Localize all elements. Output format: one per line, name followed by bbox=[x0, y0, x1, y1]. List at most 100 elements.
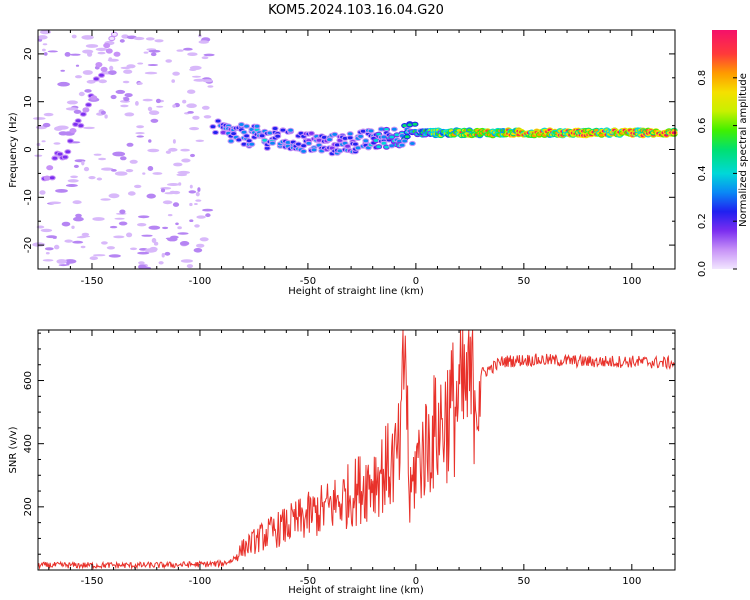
heatmap-ridge-core bbox=[44, 176, 50, 180]
heatmap-noise-speck bbox=[165, 150, 171, 154]
heatmap-noise-speck bbox=[158, 261, 164, 265]
heatmap-ridge-core bbox=[301, 149, 306, 153]
heatmap-noise-speck bbox=[178, 182, 182, 186]
heatmap-noise-speck bbox=[127, 191, 136, 196]
heatmap-ridge-core bbox=[376, 145, 382, 149]
heatmap-noise-speck bbox=[72, 240, 84, 244]
heatmap-blobs bbox=[32, 29, 678, 270]
snr-axes: -150 -100 -50 0 50 100 200 400 600 bbox=[23, 330, 676, 587]
snr-panel: -150 -100 -50 0 50 100 200 400 600 Height of str… bbox=[8, 329, 676, 596]
heatmap-ridge-core bbox=[404, 135, 410, 139]
heatmap-noise-speck bbox=[203, 115, 212, 119]
heatmap-ridge-core bbox=[337, 138, 343, 142]
heatmap-noise-speck bbox=[197, 187, 201, 192]
heatmap-noise-speck bbox=[130, 247, 137, 251]
heatmap-noise-speck bbox=[73, 164, 79, 168]
heatmap-ridge-core bbox=[270, 141, 275, 145]
heatmap-ridge-core bbox=[78, 124, 84, 128]
heatmap-ridge-core bbox=[309, 131, 314, 135]
heatmap-noise-speck bbox=[40, 228, 53, 233]
heatmap-ridge-core bbox=[109, 37, 115, 40]
heatmap-ridge-core bbox=[399, 143, 405, 147]
heatmap-ridge-core bbox=[49, 176, 55, 180]
heatmap-noise-speck bbox=[167, 214, 173, 217]
heatmap-noise-speck bbox=[78, 91, 85, 97]
heatmap-ridge-core bbox=[355, 146, 361, 150]
heatmap-noise-speck bbox=[150, 52, 157, 57]
heatmap-x-tick-label: 50 bbox=[517, 276, 530, 287]
heatmap-ridge-core bbox=[96, 63, 102, 67]
heatmap-noise-speck bbox=[82, 49, 94, 54]
heatmap-ridge-core bbox=[75, 119, 81, 123]
heatmap-noise-speck bbox=[114, 217, 125, 220]
heatmap-noise-speck bbox=[198, 40, 209, 44]
snr-x-tick-label: 100 bbox=[622, 576, 641, 587]
heatmap-x-tick-label: -100 bbox=[189, 276, 212, 287]
heatmap-noise-speck bbox=[142, 172, 146, 175]
heatmap-noise-speck bbox=[48, 201, 62, 205]
heatmap-ridge-core bbox=[358, 134, 363, 138]
heatmap-ridge-core bbox=[215, 119, 221, 123]
heatmap-ridge-core bbox=[353, 142, 358, 146]
heatmap-noise-speck bbox=[137, 251, 150, 255]
heatmap-ridge-core bbox=[254, 124, 260, 128]
heatmap-ridge-core bbox=[80, 112, 86, 116]
heatmap-noise-speck bbox=[80, 245, 86, 249]
heatmap-noise-speck bbox=[141, 234, 153, 237]
heatmap-ridge-core bbox=[384, 145, 389, 149]
heatmap-noise-speck bbox=[56, 125, 69, 130]
heatmap-noise-speck bbox=[137, 215, 150, 219]
heatmap-noise-speck bbox=[72, 200, 82, 205]
heatmap-noise-speck bbox=[81, 232, 90, 237]
heatmap-ridge-core bbox=[412, 122, 418, 126]
heatmap-noise-speck bbox=[75, 75, 82, 79]
heatmap-ridge-core bbox=[301, 144, 306, 148]
heatmap-noise-speck bbox=[179, 241, 190, 246]
heatmap-noise-speck bbox=[148, 110, 160, 115]
heatmap-noise-speck bbox=[192, 115, 200, 120]
heatmap-ridge-core bbox=[52, 156, 58, 160]
heatmap-ridge-core bbox=[244, 134, 250, 138]
colorbar-tick-label: 0.0 bbox=[697, 261, 708, 277]
heatmap-ridge-core bbox=[394, 133, 400, 137]
heatmap-noise-speck bbox=[42, 43, 48, 46]
heatmap-noise-speck bbox=[177, 170, 190, 175]
heatmap-noise-speck bbox=[43, 52, 48, 56]
heatmap-noise-speck bbox=[155, 98, 161, 104]
heatmap-noise-speck bbox=[113, 235, 125, 239]
heatmap-ridge-core bbox=[360, 129, 366, 133]
heatmap-noise-speck bbox=[161, 253, 165, 258]
heatmap-noise-speck bbox=[126, 142, 134, 147]
heatmap-noise-speck bbox=[173, 162, 183, 167]
heatmap-ridge-core bbox=[262, 138, 268, 142]
heatmap-noise-speck bbox=[44, 247, 54, 251]
heatmap-noise-speck bbox=[183, 47, 193, 51]
heatmap-noise-speck bbox=[175, 222, 179, 226]
heatmap-ridge-core bbox=[65, 150, 71, 154]
heatmap-noise-speck bbox=[57, 81, 70, 87]
heatmap-ridge-core bbox=[68, 139, 73, 143]
heatmap-noise-speck bbox=[195, 139, 205, 142]
heatmap-noise-speck bbox=[111, 169, 117, 172]
heatmap-noise-speck bbox=[67, 179, 79, 183]
heatmap-noise-speck bbox=[101, 167, 114, 171]
heatmap-noise-speck bbox=[81, 160, 85, 166]
heatmap-ridge-core bbox=[241, 130, 247, 134]
heatmap-noise-speck bbox=[83, 166, 90, 172]
heatmap-ridge-core bbox=[259, 134, 265, 138]
heatmap-noise-speck bbox=[207, 85, 214, 88]
heatmap-ridge-core bbox=[342, 136, 348, 140]
colorbar-label: Normalized spectral amplitude bbox=[738, 73, 749, 227]
heatmap-ridge-core bbox=[381, 141, 387, 145]
heatmap-ridge-core bbox=[337, 149, 343, 153]
heatmap-ridge-core bbox=[228, 139, 234, 143]
heatmap-noise-speck bbox=[156, 105, 164, 108]
heatmap-noise-speck bbox=[83, 126, 95, 130]
heatmap-ridge-core bbox=[402, 124, 408, 128]
heatmap-ridge-core bbox=[93, 77, 99, 81]
heatmap-noise-speck bbox=[137, 82, 143, 85]
snr-x-tick-label: -50 bbox=[300, 576, 316, 587]
heatmap-noise-speck bbox=[189, 219, 194, 222]
heatmap-noise-speck bbox=[201, 105, 210, 110]
